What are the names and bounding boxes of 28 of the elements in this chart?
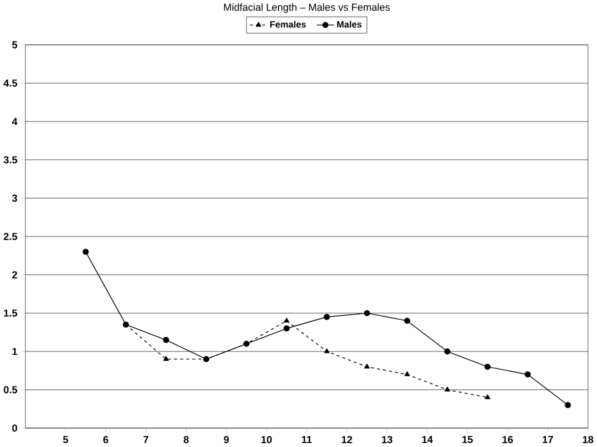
x-tick-label: 6 (103, 436, 108, 444)
chart-title: Midfacial Length – Males vs Females (224, 4, 390, 14)
y-tick-label: 2.5 (4, 233, 18, 240)
y-tick-label: 4 (12, 118, 18, 126)
x-tick-label: 17 (542, 436, 553, 444)
y-tick-label: 0.5 (4, 386, 18, 394)
x-tick-label: 15 (462, 436, 473, 444)
x-tick-label: 7 (144, 436, 148, 444)
x-tick-label: 5 (63, 436, 68, 444)
legend-label: Males (337, 21, 362, 28)
y-tick-label: 1 (12, 348, 18, 356)
y-tick-label: 5 (12, 42, 18, 49)
y-tick-label: 4.5 (4, 80, 18, 87)
y-tick-label: 0 (12, 424, 18, 432)
x-tick-label: 14 (422, 436, 433, 444)
x-tick-label: 11 (302, 436, 312, 444)
x-tick-label: 13 (382, 436, 392, 444)
x-tick-label: 10 (262, 436, 272, 444)
x-tick-label: 8 (184, 436, 189, 444)
x-tick-label: 9 (224, 436, 229, 444)
y-tick-label: 2 (12, 271, 18, 279)
x-tick-label: 16 (502, 436, 513, 444)
y-tick-label: 3 (12, 194, 18, 202)
x-tick-label: 18 (582, 436, 594, 444)
legend-label: Females (270, 21, 306, 28)
x-tick-label: 12 (342, 436, 352, 444)
y-tick-label: 3.5 (4, 156, 18, 164)
y-tick-label: 1.5 (4, 310, 18, 317)
